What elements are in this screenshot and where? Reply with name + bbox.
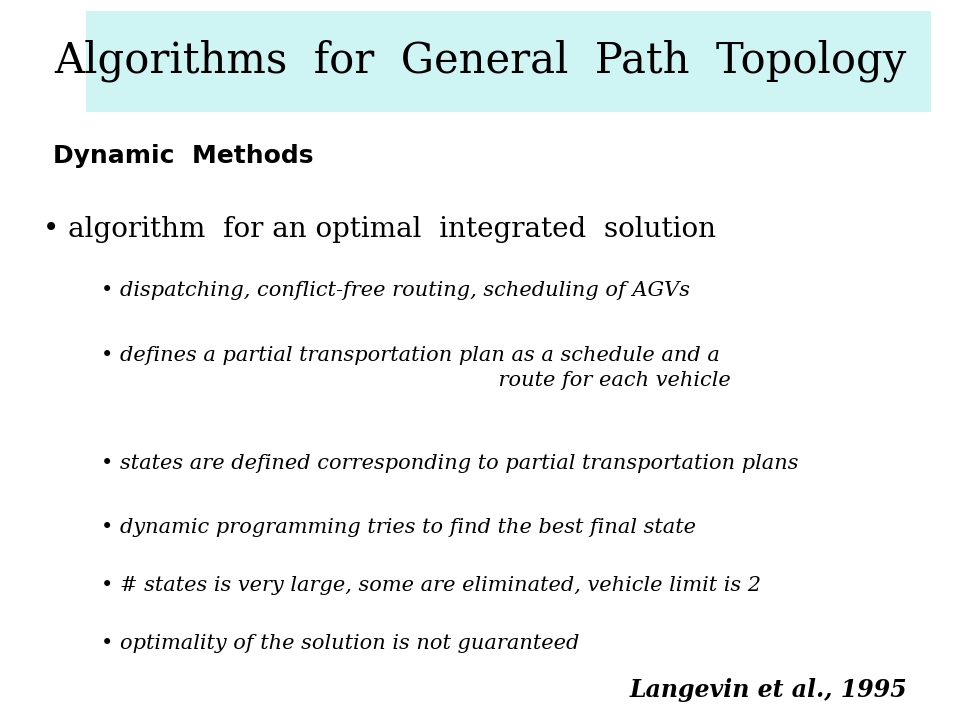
Text: • defines a partial transportation plan as a schedule and a
                    : • defines a partial transportation plan … bbox=[101, 346, 731, 390]
Text: Algorithms  for  General  Path  Topology: Algorithms for General Path Topology bbox=[54, 40, 906, 83]
Text: • dynamic programming tries to find the best final state: • dynamic programming tries to find the … bbox=[101, 518, 696, 537]
Text: Dynamic  Methods: Dynamic Methods bbox=[53, 144, 313, 168]
Text: • # states is very large, some are eliminated, vehicle limit is 2: • # states is very large, some are elimi… bbox=[101, 576, 760, 595]
Text: Langevin et al., 1995: Langevin et al., 1995 bbox=[630, 678, 907, 702]
FancyBboxPatch shape bbox=[86, 11, 931, 112]
Text: • algorithm  for an optimal  integrated  solution: • algorithm for an optimal integrated so… bbox=[43, 216, 716, 243]
Text: • optimality of the solution is not guaranteed: • optimality of the solution is not guar… bbox=[101, 634, 579, 652]
Text: • dispatching, conflict-free routing, scheduling of AGVs: • dispatching, conflict-free routing, sc… bbox=[101, 281, 690, 300]
Text: • states are defined corresponding to partial transportation plans: • states are defined corresponding to pa… bbox=[101, 454, 799, 472]
